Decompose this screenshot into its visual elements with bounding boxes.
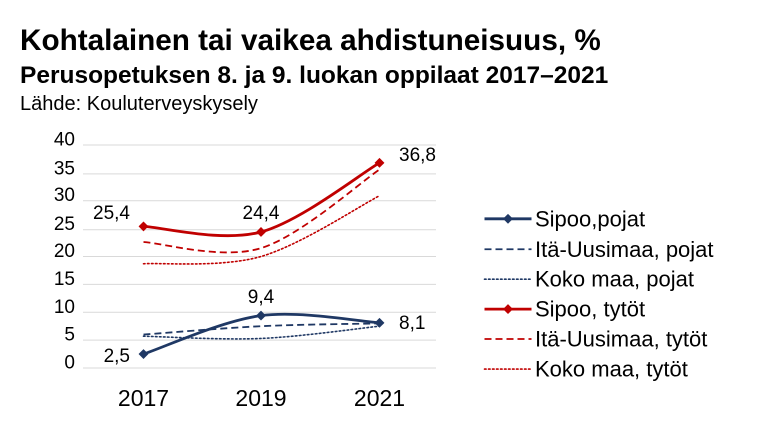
svg-text:Sipoo,pojat: Sipoo,pojat	[535, 206, 645, 231]
svg-text:9,4: 9,4	[248, 287, 275, 308]
svg-text:2017: 2017	[118, 385, 169, 411]
svg-text:30: 30	[54, 185, 75, 206]
svg-text:2021: 2021	[354, 385, 405, 411]
svg-text:25: 25	[54, 214, 75, 235]
svg-text:35: 35	[54, 158, 75, 179]
svg-text:24,4: 24,4	[243, 203, 280, 224]
svg-text:Sipoo, tytöt: Sipoo, tytöt	[535, 297, 645, 322]
svg-text:Itä-Uusimaa, tytöt: Itä-Uusimaa, tytöt	[535, 327, 707, 352]
svg-text:10: 10	[54, 297, 75, 318]
svg-text:20: 20	[54, 241, 75, 262]
svg-text:Koko maa, pojat: Koko maa, pojat	[535, 267, 694, 292]
svg-text:Koko maa, tytöt: Koko maa, tytöt	[535, 357, 688, 382]
svg-text:0: 0	[64, 353, 75, 374]
svg-text:25,4: 25,4	[93, 203, 130, 224]
svg-text:36,8: 36,8	[399, 145, 436, 166]
svg-text:5: 5	[64, 325, 75, 346]
svg-text:2019: 2019	[235, 385, 286, 411]
svg-text:Itä-Uusimaa, pojat: Itä-Uusimaa, pojat	[535, 237, 714, 262]
svg-text:40: 40	[54, 130, 75, 151]
svg-text:2,5: 2,5	[104, 346, 130, 367]
svg-text:8,1: 8,1	[399, 313, 425, 334]
svg-text:15: 15	[54, 269, 75, 290]
